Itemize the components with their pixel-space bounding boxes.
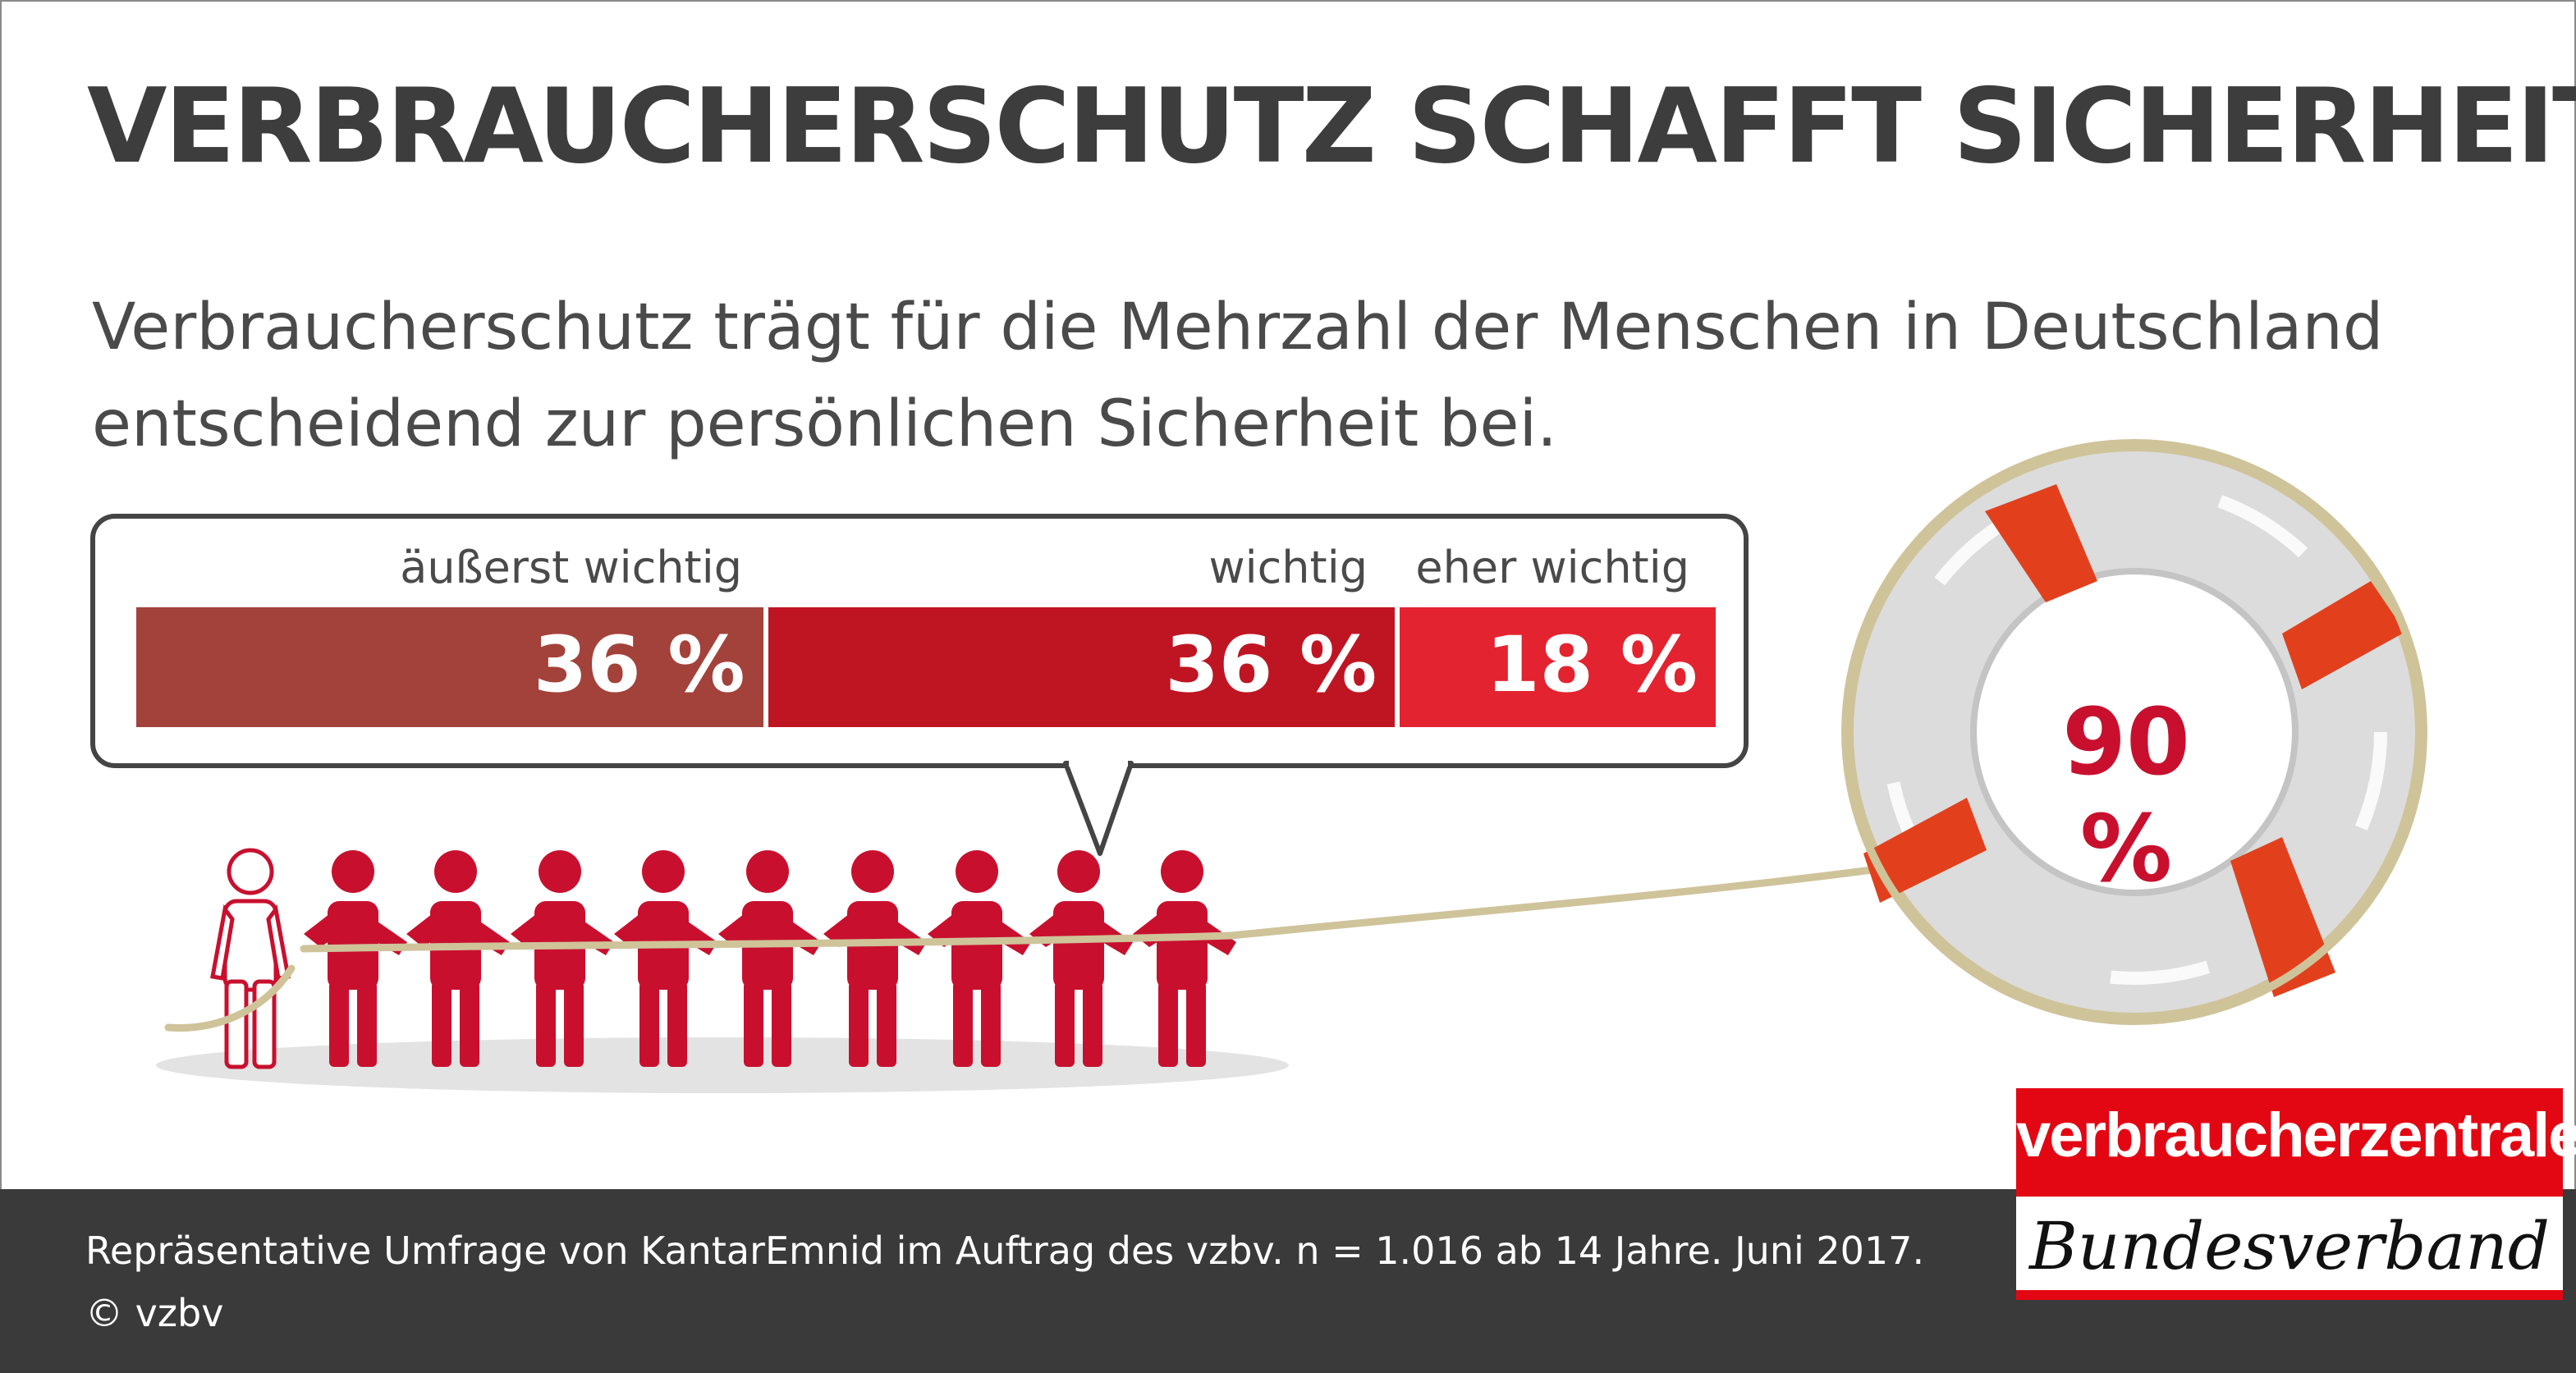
person-figure-icon <box>210 848 291 1069</box>
person-figure-icon <box>1133 850 1236 1067</box>
bar-label-eher-wichtig: eher wichtig <box>1415 542 1689 593</box>
person-figure-icon <box>1029 850 1133 1067</box>
lifebuoy-icon <box>1841 439 2427 1025</box>
bar-value-label: 18 % <box>1486 620 1698 710</box>
logo-subtitle: Bundesverband <box>2029 1208 2550 1284</box>
person-figure-icon <box>511 850 614 1067</box>
bar-segment-aeusserst-wichtig: 36 % <box>136 607 763 727</box>
rope-line <box>300 931 1235 953</box>
bar-segment-wichtig: 36 % <box>768 607 1396 727</box>
person-figure-icon <box>614 850 717 1067</box>
person-figure-icon <box>304 850 407 1067</box>
person-figure-icon <box>718 850 822 1067</box>
person-figure-icon <box>823 850 927 1067</box>
total-percentage: 90 % <box>2062 689 2190 903</box>
bar-label-aeusserst-wichtig: äußerst wichtig <box>400 542 742 593</box>
source-note: Repräsentative Umfrage von KantarEmnid i… <box>85 1229 1925 1273</box>
person-figure-icon <box>406 850 510 1067</box>
copyright: © vzbv <box>85 1291 224 1335</box>
rope-tail <box>164 964 296 1032</box>
page-title: VERBRAUCHERSCHUTZ SCHAFFT SICHERHEIT <box>87 66 2576 186</box>
logo: verbraucherzentrale Bundesverband <box>2016 1088 2576 1300</box>
ground-shadow <box>156 1037 1289 1093</box>
bar-label-wichtig: wichtig <box>1208 542 1368 593</box>
bar-value-label: 36 % <box>533 620 745 710</box>
bar-segment-eher-wichtig: 18 % <box>1400 607 1716 727</box>
rope-to-lifebuoy <box>1227 866 1876 940</box>
person-figure-icon <box>928 850 1031 1067</box>
logo-underline <box>2016 1290 2563 1300</box>
logo-banner: verbraucherzentrale <box>2016 1088 2576 1197</box>
logo-name: verbraucherzentrale <box>2016 1101 2576 1170</box>
subtitle: Verbraucherschutz trägt für die Mehrzahl… <box>92 291 2384 461</box>
bar-value-label: 36 % <box>1165 620 1377 710</box>
